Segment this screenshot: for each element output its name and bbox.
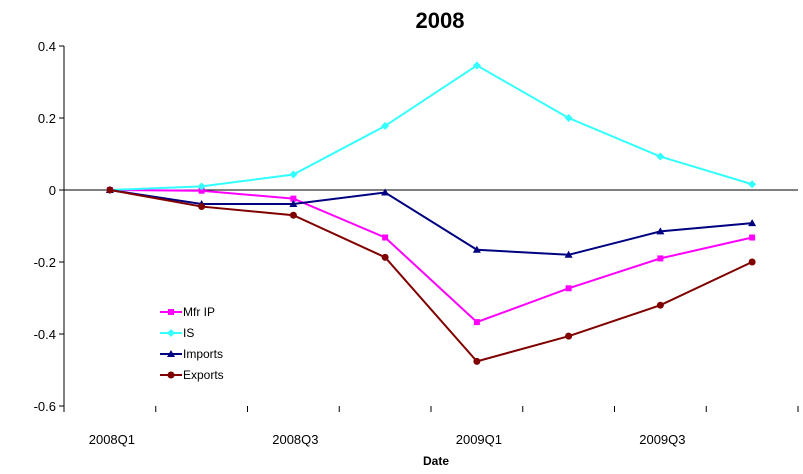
marker-circle [198, 203, 206, 211]
series-line-exports [109, 189, 753, 363]
marker-square [168, 309, 174, 315]
marker-triangle [472, 245, 481, 253]
axes: 0.4 0.2 0 -0.2 -0.4 -0.6 2008Q1 2008Q3 2009Q1 200… [34, 39, 799, 447]
legend-item-is: IS [160, 326, 194, 340]
marker-square [290, 195, 297, 202]
marker-diamond [197, 182, 206, 191]
marker-diamond [748, 180, 757, 189]
y-tick-label: 0.4 [38, 39, 56, 54]
legend-label: Imports [183, 347, 223, 361]
marker-circle [565, 332, 573, 340]
x-axis-label: Date [423, 454, 449, 468]
marker-triangle [381, 188, 390, 196]
marker-circle [748, 258, 756, 266]
marker-circle [473, 357, 481, 365]
legend-item-exports: Exports [160, 368, 224, 382]
y-tick-label: -0.4 [34, 327, 56, 342]
marker-diamond [381, 121, 390, 130]
series-is [105, 61, 757, 194]
marker-diamond [472, 61, 481, 70]
series-line-is [109, 64, 753, 191]
marker-square [749, 234, 756, 241]
marker-circle [381, 253, 389, 261]
y-tick-label: -0.2 [34, 255, 56, 270]
marker-triangle [656, 227, 665, 235]
marker-triangle [167, 350, 175, 357]
marker-square [198, 187, 205, 194]
x-tick-label: 2009Q3 [639, 432, 685, 447]
marker-square [565, 285, 572, 292]
marker-diamond [656, 152, 665, 161]
marker-square [657, 255, 664, 262]
marker-circle [656, 301, 664, 309]
marker-triangle [748, 219, 757, 227]
series-imports [105, 186, 757, 258]
legend-label: IS [183, 326, 194, 340]
chart-title: 2008 [416, 8, 465, 33]
marker-diamond [564, 114, 573, 122]
marker-triangle [564, 250, 573, 258]
legend-item-mfr-ip: Mfr IP [160, 305, 215, 319]
marker-circle [167, 371, 175, 379]
legend-label: Exports [183, 368, 224, 382]
marker-square [473, 319, 480, 326]
marker-triangle [289, 200, 298, 208]
y-tick-label: -0.6 [34, 399, 56, 414]
series-line-imports [109, 189, 753, 256]
x-tick-label: 2008Q3 [272, 432, 318, 447]
marker-square [382, 234, 389, 241]
series-line-mfr-ip [109, 189, 753, 324]
marker-diamond [289, 170, 298, 179]
x-tick-label: 2009Q1 [456, 432, 502, 447]
series-mfr-ip [106, 187, 756, 326]
y-tick-label: 0.2 [38, 111, 56, 126]
marker-diamond [167, 329, 175, 337]
legend-label: Mfr IP [183, 305, 215, 319]
legend-item-imports: Imports [160, 347, 223, 361]
series-layer [105, 61, 757, 365]
series-exports [106, 186, 756, 365]
marker-circle [289, 211, 297, 219]
x-tick-label: 2008Q1 [89, 432, 135, 447]
legend: Mfr IP IS Imports Exports [160, 305, 224, 382]
marker-circle [106, 186, 114, 194]
y-tick-label: 0 [49, 183, 56, 198]
